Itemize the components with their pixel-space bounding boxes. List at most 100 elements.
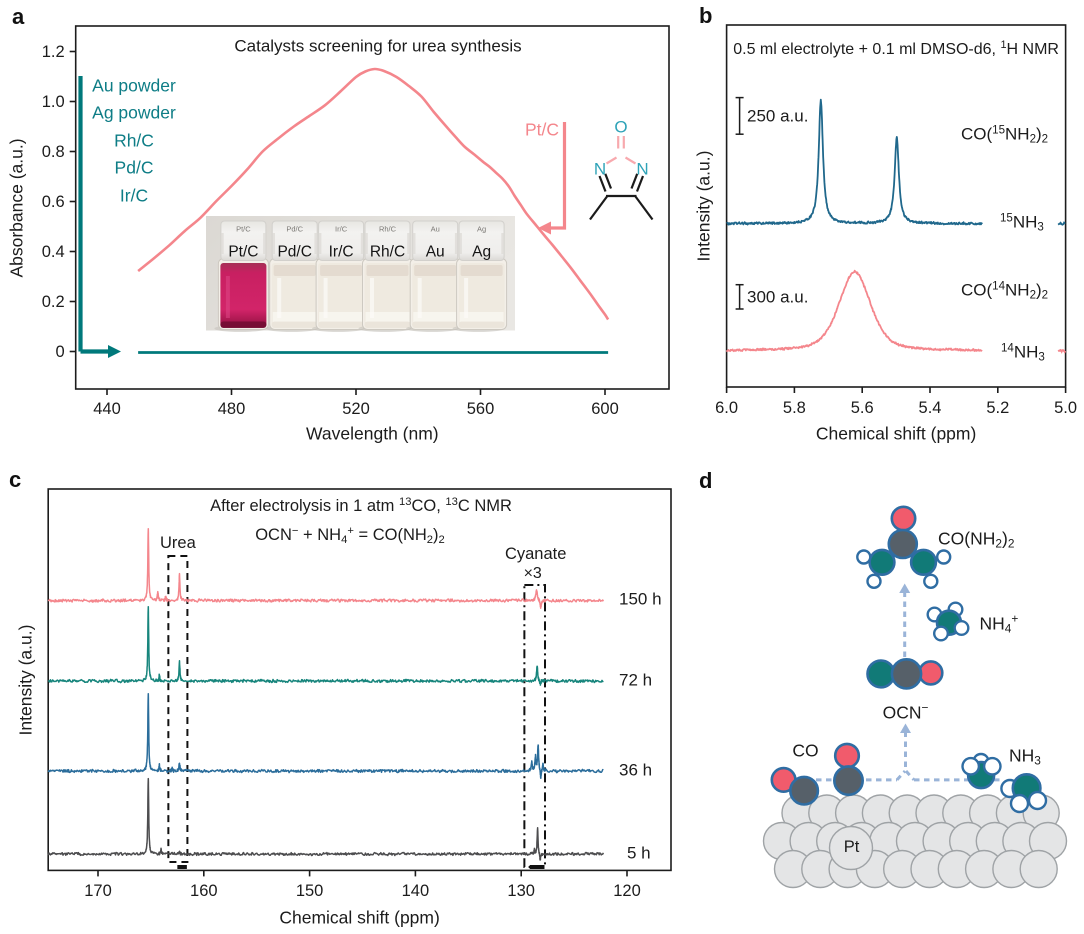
ptc-annotation-arrowhead bbox=[538, 221, 551, 235]
catalyst-list-item: Rh/C bbox=[114, 130, 154, 151]
inset-photo-vials bbox=[206, 216, 515, 332]
panel-letter-a: a bbox=[12, 4, 25, 29]
vial-cap-side-shade bbox=[459, 233, 462, 254]
vial-label: Pt/C bbox=[228, 242, 259, 260]
superscript: 1 bbox=[1000, 39, 1007, 52]
x-axis-title-c: Chemical shift (ppm) bbox=[279, 907, 440, 928]
plot-frame-c bbox=[47, 488, 672, 872]
vial-bottom-rim bbox=[412, 321, 459, 328]
vial-liquid-pale bbox=[458, 263, 505, 328]
superscript: − bbox=[921, 700, 929, 715]
vial-liquid-shadow-band bbox=[414, 265, 457, 276]
c13-trace-150h bbox=[47, 528, 605, 609]
vial-glass-bottom-light bbox=[459, 312, 504, 322]
subscript: 4 bbox=[341, 533, 348, 546]
vial-cap-side-shade bbox=[263, 233, 266, 254]
subscript: 3 bbox=[1037, 221, 1044, 234]
peak-label-15n-urea: CO(15NH2)2 bbox=[961, 124, 1049, 146]
trace-time-label: 5 h bbox=[627, 843, 651, 862]
arrowhead-to-ocn bbox=[900, 723, 911, 733]
vial-cap-print: Ir/C bbox=[335, 223, 348, 233]
panel-letter-d: d bbox=[699, 468, 713, 493]
y-tick-label-a: 1.2 bbox=[41, 42, 65, 61]
catalyst-list-item: Au powder bbox=[92, 75, 176, 96]
cyanate-label: OCN− bbox=[882, 700, 929, 722]
vial-irc bbox=[312, 220, 367, 332]
urea-hydrogen-atom bbox=[856, 549, 872, 565]
ammonia-hydrogen-atom bbox=[1027, 790, 1048, 811]
chromophore-molecule bbox=[589, 136, 654, 221]
superscript: 15 bbox=[1000, 212, 1013, 225]
x-tick-label-a: 440 bbox=[93, 399, 121, 418]
vial-bottom-rim bbox=[318, 321, 365, 328]
arrowhead-to-urea bbox=[899, 583, 911, 593]
vial-ptc bbox=[214, 220, 269, 332]
subscript: 3 bbox=[1038, 351, 1045, 364]
urea-hydrogen-atom bbox=[866, 573, 882, 589]
methyl-bond-right bbox=[634, 195, 654, 221]
nmr-trace-14n bbox=[725, 269, 983, 353]
ammonium-molecule bbox=[926, 601, 970, 642]
superscript: + bbox=[347, 524, 354, 537]
urea-region-marker bbox=[177, 865, 187, 869]
co-carbon-atom bbox=[788, 775, 820, 806]
vial-cap-side-shade bbox=[501, 233, 505, 254]
subscript: 2 bbox=[438, 533, 445, 546]
urea-hydrogen-atom bbox=[936, 549, 952, 565]
x-tick-label-a: 560 bbox=[466, 399, 495, 418]
vial-highlight bbox=[323, 278, 328, 318]
c-n-bond-right bbox=[624, 156, 637, 165]
urea-hydrogen-atom bbox=[923, 573, 939, 589]
molecule-oxygen-label: O bbox=[614, 117, 628, 137]
vial-liquid-pale bbox=[364, 263, 411, 328]
urea-molecule bbox=[856, 505, 952, 589]
vial-label: Ag bbox=[472, 242, 492, 260]
superscript: 13 bbox=[445, 495, 458, 508]
vial-liquid-shadow-band bbox=[273, 265, 316, 276]
vial-glass-bottom-light bbox=[413, 312, 458, 322]
x-tick-label-c: 130 bbox=[507, 881, 535, 900]
urea-nitrogen-atom-right bbox=[909, 548, 938, 576]
vial-highlight bbox=[417, 278, 422, 318]
subscript: 2 bbox=[1029, 289, 1036, 302]
n-c-double-left-inner bbox=[604, 173, 613, 189]
vial-highlight bbox=[225, 276, 230, 318]
dashed-branch-right bbox=[904, 769, 916, 781]
ammonia-label: NH3 bbox=[1009, 744, 1041, 768]
baseline-label-14nh3: 14NH3 bbox=[1001, 342, 1045, 364]
ammonium-hydrogen-atom bbox=[953, 620, 970, 637]
ammonia-molecule-left bbox=[961, 752, 1002, 790]
ptc-absorbance-curve bbox=[137, 67, 610, 321]
co-molecule-tilted bbox=[770, 766, 820, 806]
x-tick-label-a: 600 bbox=[591, 399, 619, 418]
ammonia-hydrogen-atom bbox=[982, 756, 1002, 776]
vial-liquid-shadow-band bbox=[460, 265, 503, 276]
cyanate-carbon-atom bbox=[890, 658, 923, 690]
c13-trace-36h bbox=[47, 692, 604, 780]
vial-highlight bbox=[370, 278, 374, 318]
nmr-trace-15n bbox=[726, 98, 983, 226]
vial-liquid-shadow-band bbox=[320, 265, 363, 276]
scalebar-label: 300 a.u. bbox=[747, 287, 809, 307]
x-tick-label-b: 5.4 bbox=[918, 398, 942, 417]
molecule-nitrogen-label-right: N bbox=[636, 159, 649, 178]
subscript: 2 bbox=[1029, 133, 1036, 146]
panel-letter-c: c bbox=[9, 467, 22, 492]
panel-letter-b: b bbox=[699, 3, 713, 28]
peak-label-14n-urea: CO(14NH2)2 bbox=[961, 280, 1049, 302]
urea-nitrogen-atom-left bbox=[868, 548, 896, 576]
trace-time-label: 72 h bbox=[619, 670, 653, 689]
vial-cap-print: Au bbox=[430, 223, 440, 233]
catalyst-list-item: Ag powder bbox=[92, 102, 176, 123]
urea-region-label: Urea bbox=[159, 533, 196, 552]
superscript: − bbox=[291, 524, 299, 537]
chart-title-b: 0.5 ml electrolyte + 0.1 ml DMSO-d6, 1H … bbox=[733, 39, 1059, 58]
co-oxygen-atom bbox=[833, 742, 861, 769]
vial-cap-side-shade bbox=[360, 233, 364, 254]
ammonium-label: NH4+ bbox=[979, 611, 1019, 636]
